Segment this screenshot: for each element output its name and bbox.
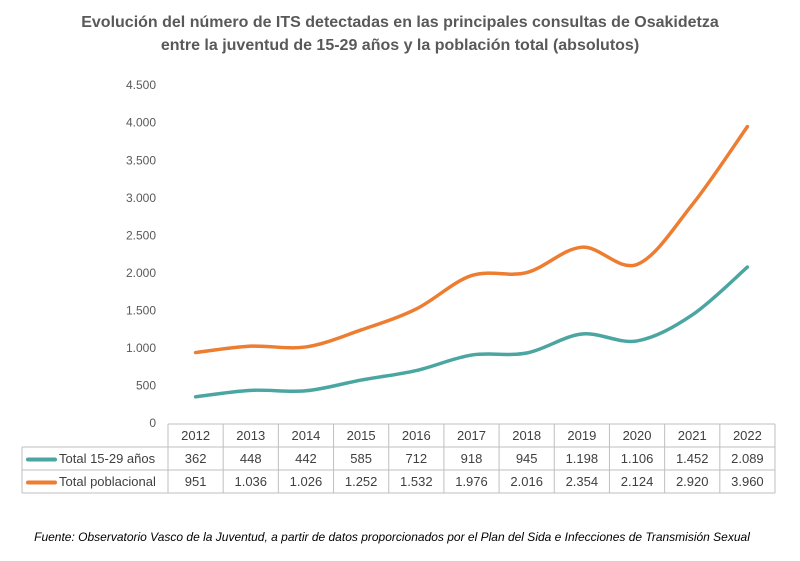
table-cell: 1.452 (676, 451, 709, 466)
series-line (193, 124, 750, 355)
table-cell: 2.016 (510, 474, 543, 489)
table-cell: 945 (516, 451, 538, 466)
y-tick-label: 500 (136, 379, 156, 393)
x-tick-label: 2014 (291, 428, 320, 443)
table-cell: 1.532 (400, 474, 433, 489)
x-tick-label: 2019 (567, 428, 596, 443)
y-tick-label: 3.000 (126, 191, 156, 205)
y-tick-label: 4.000 (126, 116, 156, 130)
table-cell: 1.252 (345, 474, 378, 489)
y-tick-label: 3.500 (126, 153, 156, 167)
table-cell: 2.354 (566, 474, 599, 489)
x-tick-label: 2018 (512, 428, 541, 443)
y-tick-label: 2.500 (126, 228, 156, 242)
x-tick-label: 2021 (678, 428, 707, 443)
table-cell: 1.198 (566, 451, 599, 466)
chart-title: Evolución del número de ITS detectadas e… (81, 14, 719, 31)
y-tick-label: 1.000 (126, 341, 156, 355)
y-tick-label: 4.500 (126, 78, 156, 92)
table-cell: 442 (295, 451, 317, 466)
x-tick-label: 2013 (236, 428, 265, 443)
x-tick-label: 2016 (402, 428, 431, 443)
table-cell: 1.976 (455, 474, 488, 489)
table-cell: 2.124 (621, 474, 654, 489)
y-tick-label: 0 (149, 416, 156, 430)
table-cell: 951 (185, 474, 207, 489)
table-cell: 585 (350, 451, 372, 466)
y-tick-label: 1.500 (126, 304, 156, 318)
legend-label: Total poblacional (59, 474, 156, 489)
source-note: Fuente: Observatorio Vasco de la Juventu… (34, 530, 750, 544)
table-cell: 448 (240, 451, 262, 466)
table-cell: 918 (461, 451, 483, 466)
y-tick-label: 2.000 (126, 266, 156, 280)
table-cell: 712 (405, 451, 427, 466)
x-tick-label: 2020 (623, 428, 652, 443)
table-cell: 2.920 (676, 474, 709, 489)
x-tick-label: 2015 (347, 428, 376, 443)
table-cell: 1.036 (234, 474, 267, 489)
legend-label: Total 15-29 años (59, 451, 156, 466)
series-line (193, 265, 750, 399)
table-cell: 362 (185, 451, 207, 466)
chart-title: entre la juventud de 15-29 años y la pob… (161, 37, 639, 54)
x-tick-label: 2022 (733, 428, 762, 443)
table-cell: 3.960 (731, 474, 764, 489)
x-tick-label: 2012 (181, 428, 210, 443)
table-cell: 2.089 (731, 451, 764, 466)
table-cell: 1.026 (290, 474, 323, 489)
x-tick-label: 2017 (457, 428, 486, 443)
table-cell: 1.106 (621, 451, 654, 466)
